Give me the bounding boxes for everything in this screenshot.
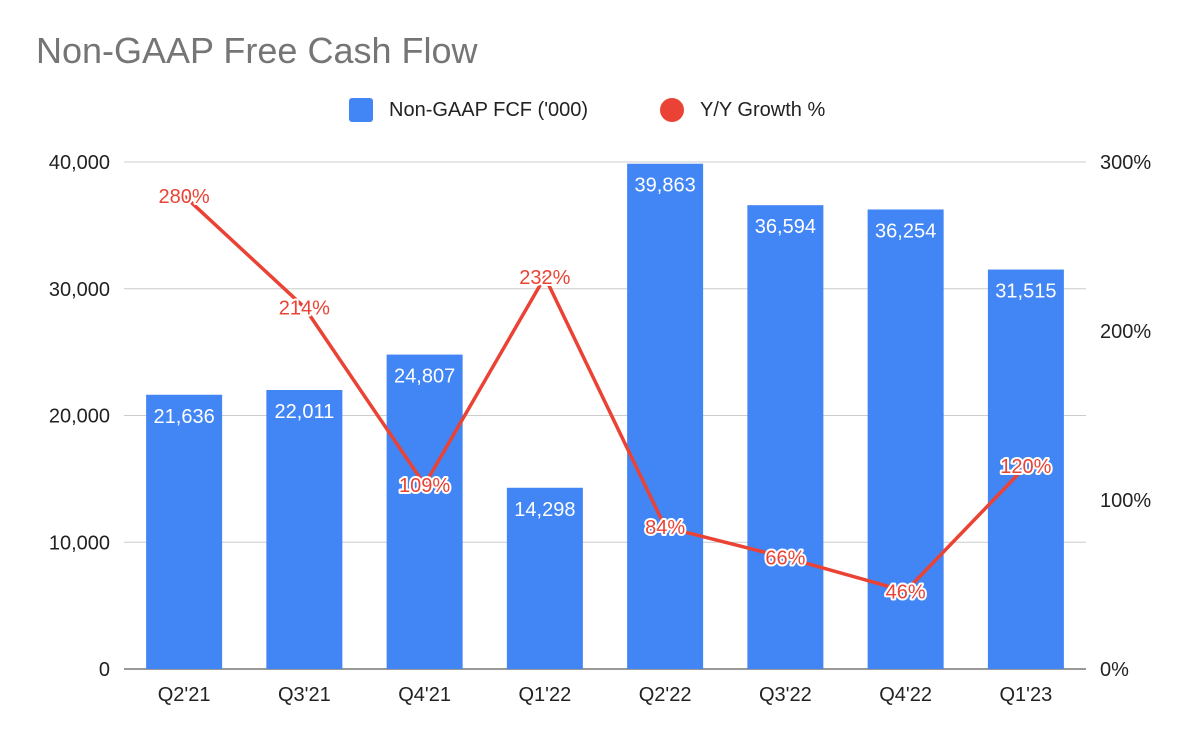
bar	[627, 163, 704, 669]
x-tick-label: Q3'21	[278, 684, 331, 706]
y-left-tick-label: 40,000	[49, 152, 110, 174]
y-right-tick-label: 300%	[1100, 152, 1151, 174]
bar	[506, 487, 583, 669]
legend-label-growth: Y/Y Growth %	[700, 98, 826, 121]
y-right-tick-label: 100%	[1100, 490, 1151, 512]
bar-data-label: 24,807	[394, 366, 455, 388]
y-right-tick-label: 0%	[1100, 659, 1129, 681]
legend-swatch-fcf	[349, 98, 373, 122]
line-data-label: 232%	[519, 267, 570, 289]
growth-line	[182, 194, 1028, 594]
legend: Non-GAAP FCF ('000) Y/Y Growth %	[0, 98, 1200, 128]
bar	[146, 394, 223, 669]
bar	[747, 205, 824, 669]
line-data-label: 46%	[886, 581, 926, 603]
bar-data-label: 31,515	[995, 281, 1056, 303]
bar	[987, 269, 1064, 669]
y-left-tick-label: 20,000	[49, 406, 110, 428]
y-right-tick-label: 200%	[1100, 321, 1151, 343]
bar-data-label: 21,636	[154, 406, 215, 428]
x-tick-label: Q4'21	[398, 684, 451, 706]
y-left-tick-label: 30,000	[49, 279, 110, 301]
legend-item-growth: Y/Y Growth %	[660, 98, 825, 122]
line-data-label: 66%	[765, 547, 805, 569]
x-tick-label: Q4'22	[879, 684, 932, 706]
legend-item-fcf: Non-GAAP FCF ('000)	[349, 98, 588, 122]
line-data-label: 120%	[1000, 456, 1051, 478]
x-tick-label: Q3'22	[759, 684, 812, 706]
x-tick-label: Q1'22	[519, 684, 572, 706]
bar-data-label: 14,298	[514, 499, 575, 521]
x-tick-label: Q2'22	[639, 684, 692, 706]
bar-data-label: 22,011	[275, 401, 335, 423]
y-left-tick-label: 10,000	[49, 532, 110, 554]
bar-data-label: 36,254	[875, 220, 936, 242]
line-data-label: 109%	[399, 475, 450, 497]
x-tick-label: Q2'21	[158, 684, 211, 706]
legend-swatch-growth	[660, 98, 684, 122]
bar-data-label: 36,594	[755, 216, 816, 238]
bar	[386, 354, 463, 669]
line-data-label: 84%	[645, 517, 685, 539]
chart-title: Non-GAAP Free Cash Flow	[36, 30, 478, 71]
line-data-label: 280%	[159, 186, 210, 208]
line-data-label: 214%	[279, 297, 330, 319]
bar	[266, 390, 343, 669]
bar-data-label: 39,863	[635, 175, 696, 197]
legend-label-fcf: Non-GAAP FCF ('000)	[389, 98, 589, 121]
x-tick-label: Q1'23	[1000, 684, 1053, 706]
y-left-tick-label: 0	[99, 659, 110, 681]
